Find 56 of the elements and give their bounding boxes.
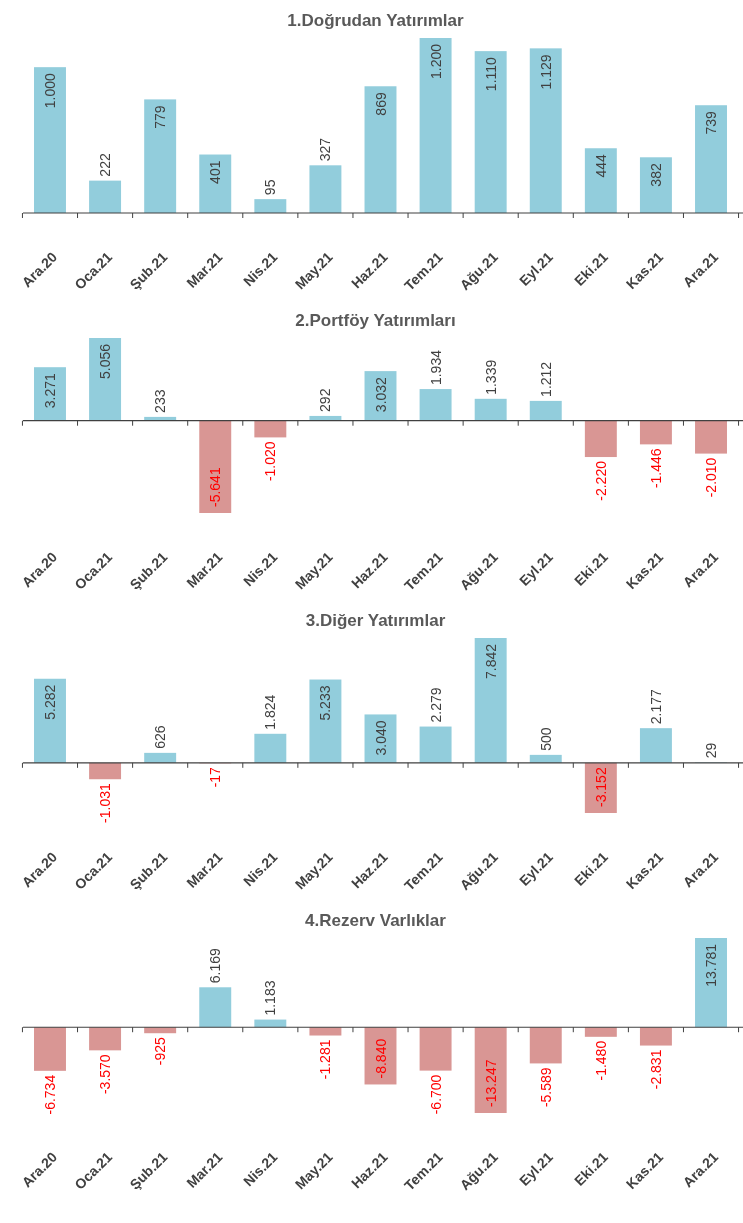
data-label: -925 <box>152 1037 169 1066</box>
data-label: 1.110 <box>482 56 499 92</box>
chart-title: 2.Portföy Yatırımları <box>295 311 456 330</box>
data-label: 1.183 <box>262 980 279 1016</box>
data-label: 401 <box>207 160 224 184</box>
data-label: 1.000 <box>41 72 58 109</box>
data-label: 95 <box>262 179 279 196</box>
data-label: 626 <box>152 725 169 749</box>
data-label: 5.056 <box>97 343 114 380</box>
data-label: -1.446 <box>647 448 664 489</box>
data-label: -8.840 <box>372 1038 389 1079</box>
chart-title: 1.Doğrudan Yatırımlar <box>287 11 465 30</box>
data-label: -1.020 <box>262 441 279 482</box>
data-label: 5.282 <box>41 684 58 720</box>
data-label: 327 <box>317 137 334 162</box>
data-label: -1.480 <box>592 1040 609 1081</box>
data-label: 739 <box>703 111 720 135</box>
data-label: 3.271 <box>41 373 58 409</box>
data-label: -3.570 <box>97 1054 114 1095</box>
data-label: -2.220 <box>592 460 609 501</box>
data-label: 5.233 <box>317 685 334 721</box>
data-label: -6.700 <box>427 1074 444 1115</box>
data-label: 444 <box>592 154 609 178</box>
data-label: 382 <box>647 163 664 187</box>
data-label: -1.281 <box>317 1039 334 1080</box>
data-label: 13.781 <box>703 943 720 987</box>
data-label: 3.032 <box>372 376 389 413</box>
data-label: -5.589 <box>537 1067 554 1108</box>
data-label: -2.010 <box>703 457 720 498</box>
data-label: 2.177 <box>647 688 664 725</box>
chart-title: 4.Rezerv Varlıklar <box>305 911 447 930</box>
data-label: -3.152 <box>592 767 609 807</box>
data-label: -5.641 <box>207 467 224 507</box>
data-label: 2.279 <box>427 687 444 723</box>
data-label: -13.247 <box>482 1059 499 1107</box>
data-label: 1.212 <box>537 361 554 397</box>
data-label: 1.824 <box>262 694 279 730</box>
data-label: -1.031 <box>97 783 114 823</box>
data-label: 7.842 <box>482 643 499 680</box>
data-label: 29 <box>703 742 720 759</box>
data-label: 500 <box>537 727 554 751</box>
data-label: 292 <box>317 388 334 412</box>
data-label: 869 <box>372 92 389 116</box>
data-label: 779 <box>152 105 169 129</box>
chart-title: 3.Diğer Yatırımlar <box>305 611 446 630</box>
data-label: 1.339 <box>482 359 499 395</box>
data-label: 1.934 <box>427 349 444 386</box>
data-label: 222 <box>97 153 114 177</box>
data-label: -6.734 <box>41 1074 58 1115</box>
data-label: 1.200 <box>427 43 444 80</box>
data-label: 233 <box>152 389 169 413</box>
data-label: 1.129 <box>537 54 554 90</box>
data-label: 3.040 <box>372 720 389 756</box>
data-label: 6.169 <box>207 948 224 984</box>
data-label: -2.831 <box>647 1049 664 1090</box>
data-label: -17 <box>207 766 224 788</box>
